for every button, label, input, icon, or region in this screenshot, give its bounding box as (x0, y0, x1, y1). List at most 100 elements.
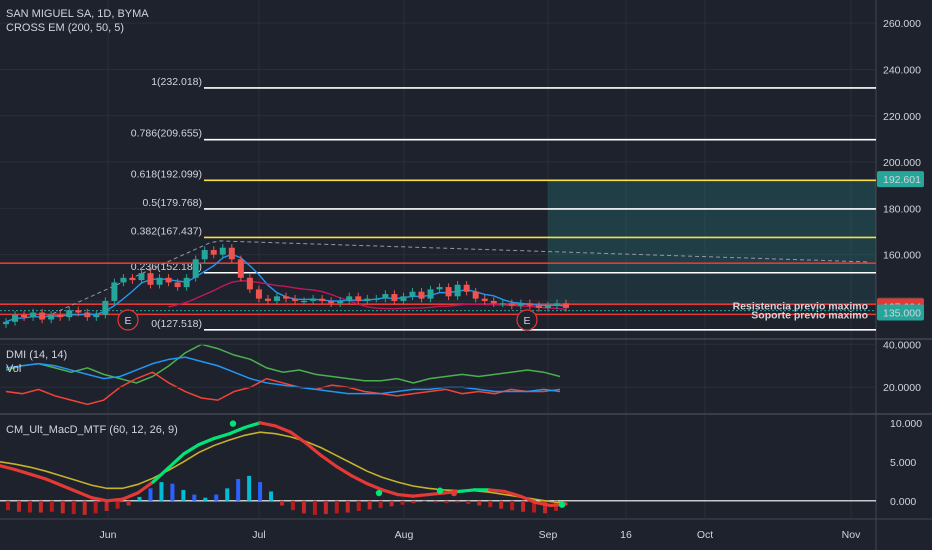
macd-histogram-bar (466, 500, 471, 504)
time-tick-label: Jul (252, 529, 265, 541)
candle (535, 305, 542, 308)
macd-histogram-bar (301, 500, 306, 514)
macd-histogram-bar (104, 500, 109, 511)
macd-line-segment (503, 489, 522, 498)
candle (472, 291, 479, 299)
price-tag (877, 171, 924, 188)
candle (156, 277, 163, 285)
candle (120, 277, 127, 283)
macd-line-segment (197, 436, 216, 447)
macd-histogram-bar (510, 500, 515, 511)
macd-line-segment (166, 452, 186, 470)
candle (328, 300, 335, 304)
macd-cross-dot (229, 420, 237, 427)
candle (409, 291, 416, 297)
price-tick-label: 160.000 (883, 250, 921, 262)
macd-histogram-bar (389, 500, 394, 507)
macd-histogram-bar (543, 500, 548, 514)
candle (301, 300, 308, 303)
candle (111, 282, 118, 301)
time-tick-label: Sep (539, 529, 558, 541)
macd-histogram-bar (433, 500, 438, 503)
candle (508, 303, 515, 306)
macd-histogram-bar (137, 496, 142, 501)
candle (319, 298, 326, 301)
macd-line-segment (518, 494, 538, 504)
macd-histogram-bar (148, 488, 153, 501)
macd-histogram-bar (400, 500, 405, 505)
dmi-tick-label: 20.0000 (883, 382, 921, 394)
candle (427, 289, 434, 299)
macd-histogram-bar (334, 500, 339, 514)
macd-histogram-bar (444, 500, 449, 504)
macd-histogram-bar (280, 500, 284, 506)
dmi-series-line (5, 356, 561, 395)
fib-level-label: 0.618(192.099) (131, 168, 202, 180)
candle (3, 321, 9, 325)
macd-line-segment (350, 474, 369, 486)
price-tick-label: 240.000 (883, 64, 921, 76)
candle (93, 314, 100, 318)
macd-histogram-bar (225, 488, 230, 501)
macd-histogram-bar (82, 500, 87, 515)
candle (364, 298, 371, 301)
ema-200-line (39, 240, 871, 320)
candle (57, 314, 64, 318)
macd-histogram-bar (247, 475, 252, 501)
macd-line-segment (380, 488, 400, 497)
macd-line-segment (304, 441, 323, 458)
fib-level-label: 0(127.518) (151, 318, 202, 330)
macd-line-segment (0, 464, 17, 472)
macd-histogram-bar (422, 500, 427, 502)
macd-histogram-bar (192, 494, 197, 501)
macd-line-segment (457, 488, 476, 494)
macd-line-segment (28, 472, 48, 481)
macd-histogram-bar (356, 500, 361, 511)
macd-line-segment (243, 421, 262, 430)
chart-header: SAN MIGUEL SA, 1D, BYMA CROSS EM (200, 5… (6, 7, 149, 35)
candle (310, 298, 317, 301)
candle (355, 296, 362, 301)
candle (553, 303, 560, 306)
macd-tick-label: 0.000 (890, 496, 916, 508)
candle (246, 277, 253, 290)
macd-histogram-bar (378, 500, 383, 508)
candle (454, 284, 461, 297)
macd-line-segment (44, 477, 63, 487)
candle (237, 259, 244, 278)
candle (192, 259, 199, 278)
dmi-series-line (5, 343, 561, 384)
ema-50-line (168, 280, 567, 311)
candle (228, 247, 235, 260)
macd-line-segment (411, 492, 430, 498)
macd-cross-dot (450, 489, 458, 497)
candle (39, 312, 46, 320)
macd-histogram-bar (126, 500, 131, 506)
candle (255, 289, 262, 299)
macd-line-segment (319, 453, 339, 469)
candle (373, 298, 380, 300)
macd-title: CM_Ult_MacD_MTF (60, 12, 26, 9) (6, 424, 178, 436)
price-tick-label: 200.000 (883, 157, 921, 169)
candle (21, 314, 28, 318)
macd-histogram-bar (367, 500, 372, 510)
candle (481, 298, 488, 301)
candle (174, 282, 181, 288)
macd-histogram-bar (159, 482, 164, 501)
macd-histogram-bar (115, 500, 120, 509)
macd-line-segment (105, 497, 124, 503)
price-tick-label: 260.000 (883, 18, 921, 30)
macd-histogram-bar (49, 500, 54, 512)
indicator-title: CROSS EM (200, 50, 5) (6, 22, 124, 34)
time-tick-label: Oct (697, 529, 713, 541)
macd-line-segment (227, 425, 247, 436)
macd-cross-dot (558, 501, 566, 508)
macd-tick-label: 10.000 (890, 418, 922, 430)
dmi-title: DMI (14, 14) (6, 349, 68, 361)
candle (436, 287, 443, 290)
macd-histogram-bar (323, 500, 328, 515)
candle (12, 314, 19, 322)
candle (382, 294, 389, 299)
